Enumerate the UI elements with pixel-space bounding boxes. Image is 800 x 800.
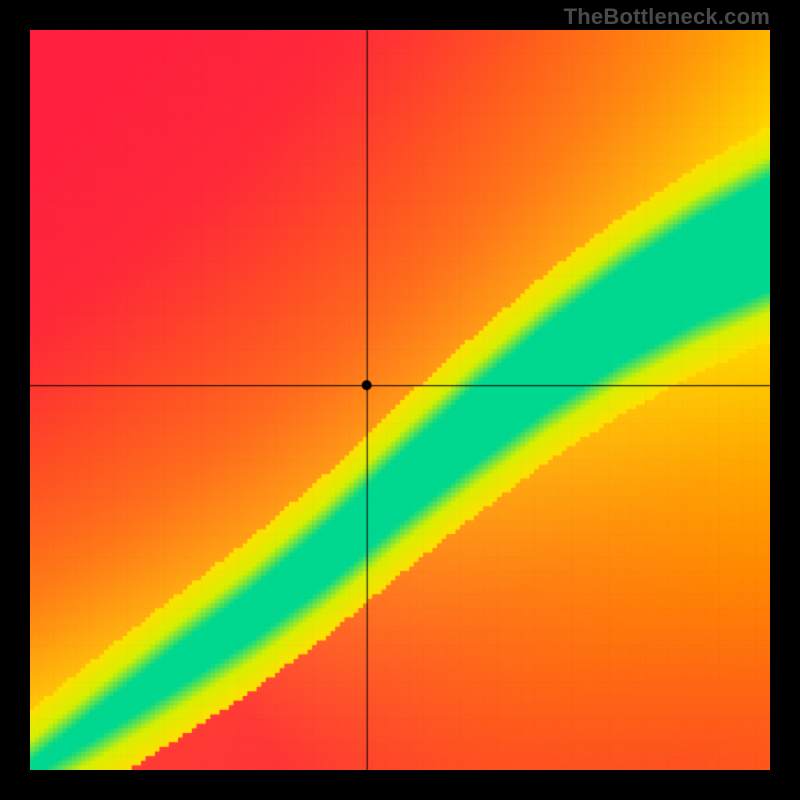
bottleneck-heatmap (30, 30, 770, 770)
watermark-text: TheBottleneck.com (564, 4, 770, 30)
